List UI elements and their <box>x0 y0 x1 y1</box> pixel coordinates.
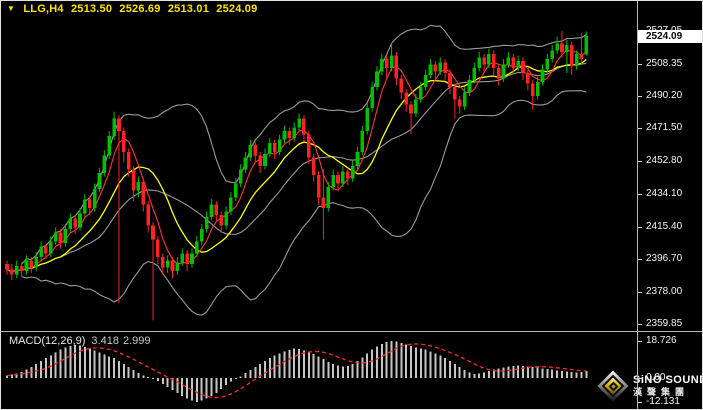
price-axis-label-tick <box>638 227 642 228</box>
quote-bar: ▼ LLG,H4 2513.50 2526.69 2513.01 2524.09 <box>7 3 261 15</box>
brand-name-chinese: 漢聲集團 <box>633 387 690 397</box>
current-price-badge: 2524.09 <box>638 30 702 43</box>
panel-separator[interactable] <box>1 331 702 332</box>
axis-separator <box>637 1 638 409</box>
price-axis[interactable]: 2527.052508.352490.202471.502452.802434.… <box>638 1 702 331</box>
price-axis-label-tick <box>638 194 642 195</box>
macd-value-signal: 2.999 <box>122 335 151 347</box>
macd-indicator-label: MACD(12,26,9) 3.418 2.999 <box>9 335 150 347</box>
price-axis-label: 2490.20 <box>646 90 683 101</box>
macd-axis-label-tick <box>638 402 642 403</box>
price-axis-label: 2452.80 <box>646 155 683 166</box>
price-axis-label-tick <box>638 96 642 97</box>
macd-name: MACD(12,26,9) <box>9 335 86 347</box>
quote-high: 2526.69 <box>119 3 161 15</box>
quote-low: 2513.01 <box>167 3 210 15</box>
macd-panel[interactable]: MACD(12,26,9) 3.418 2.999 <box>1 332 637 409</box>
sino-sound-diamond-icon <box>597 370 629 402</box>
brand-logo: SiNO SOUND 漢聲集團 <box>597 370 703 402</box>
quote-open: 2513.50 <box>70 3 113 15</box>
price-axis-label: 2359.85 <box>646 318 683 329</box>
brand-name: SiNO SOUND <box>633 374 703 386</box>
price-chart-area[interactable]: ▼ LLG,H4 2513.50 2526.69 2513.01 2524.09 <box>1 1 637 331</box>
quote-symbol-period: LLG,H4 <box>23 3 64 15</box>
symbol-dropdown-icon[interactable]: ▼ <box>7 4 16 13</box>
price-axis-label-tick <box>638 292 642 293</box>
price-axis-label: 2434.10 <box>646 188 683 199</box>
macd-axis[interactable]: 18.726 0.00 -12.131 <box>638 332 702 409</box>
price-axis-label-tick <box>638 324 642 325</box>
price-axis-label-tick <box>638 259 642 260</box>
price-axis-label-tick <box>638 128 642 129</box>
macd-canvas[interactable] <box>1 332 637 409</box>
price-axis-label-tick <box>638 64 642 65</box>
macd-axis-label-tick <box>638 378 642 379</box>
quote-close: 2524.09 <box>216 3 258 15</box>
price-axis-label: 2415.40 <box>646 221 683 232</box>
macd-axis-label: 18.726 <box>646 335 677 346</box>
macd-axis-label: 0.00 <box>646 372 666 383</box>
brand-logo-text: SiNO SOUND 漢聲集團 <box>633 374 703 397</box>
macd-value-main: 3.418 <box>91 335 119 347</box>
price-axis-label: 2396.70 <box>646 253 683 264</box>
price-axis-label: 2471.50 <box>646 122 683 133</box>
price-axis-label: 2378.00 <box>646 286 683 297</box>
price-axis-label-tick <box>638 161 642 162</box>
price-chart-canvas[interactable] <box>1 1 637 331</box>
price-axis-label: 2508.35 <box>646 58 683 69</box>
macd-axis-label-tick <box>638 341 642 342</box>
macd-axis-label: -12.131 <box>646 396 680 407</box>
